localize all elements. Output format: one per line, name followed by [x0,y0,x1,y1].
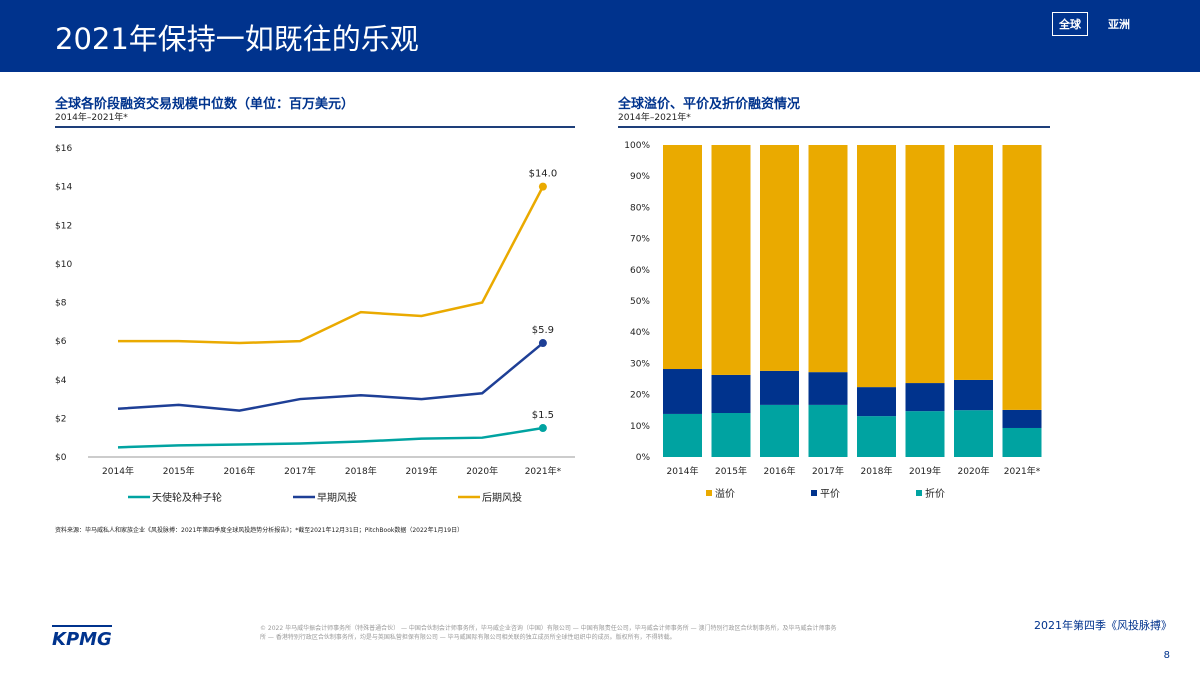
data-label: $1.5 [532,410,554,421]
end-point [538,424,547,433]
bar-segment [760,370,799,405]
legend-swatch [706,490,712,496]
bar-segment [905,145,945,384]
x-tick-label: 2015年 [715,465,747,477]
end-point [538,339,547,348]
x-tick-label: 2021年* [525,465,562,477]
y-tick-label: $0 [55,453,67,463]
x-tick-label: 2017年 [812,465,844,477]
x-tick-label: 2016年 [223,465,255,477]
bar-segment [808,372,848,405]
legend-swatch [811,490,817,496]
line-chart-subtitle: 2014年–2021年* [55,113,128,123]
x-tick-label: 2018年 [861,465,893,477]
x-tick-label: 2019年 [909,465,941,477]
legend-label: 早期风投 [317,491,357,504]
bar-segment [808,145,848,373]
x-tick-label: 2020年 [958,465,990,477]
y-tick-label: $14 [55,183,72,193]
bar-segment [663,145,702,370]
bar-segment [905,383,945,412]
bar-segment [711,374,751,414]
copyright: © 2022 毕马威华振会计师事务所（特殊普通合伙） — 中国合伙制会计师事务所… [260,625,837,641]
x-tick-label: 2014年 [667,465,699,477]
y-tick-label: 100% [624,141,650,151]
x-tick-label: 2014年 [102,465,134,477]
y-tick-label: 90% [630,172,650,182]
data-label: $5.9 [532,325,554,336]
x-tick-label: 2015年 [163,465,195,477]
kpmg-logo: KPMG [52,625,112,650]
page-number: 8 [1163,650,1170,661]
source-note: 资料来源：毕马威私人和家族企业《风投脉搏：2021年第四季度全球风投趋势分析报告… [55,527,464,534]
y-tick-label: 40% [630,328,650,338]
bar-segment [905,411,945,457]
y-tick-label: 0% [636,453,651,463]
bar-segment [663,413,702,457]
divider [618,126,1050,128]
header: 2021年保持一如既往的乐观 全球 亚洲 [0,0,1200,72]
y-tick-label: 30% [630,359,650,369]
bar-segment [808,404,848,457]
bar-segment [954,145,993,380]
y-tick-label: $6 [55,337,67,347]
bar-segment [1002,427,1042,457]
legend-label: 后期风投 [482,491,522,504]
legend-swatch [916,490,922,496]
line-chart-title: 全球各阶段融资交易规模中位数（单位：百万美元） [55,97,355,112]
series-line [117,426,544,449]
x-tick-label: 2016年 [764,465,796,477]
series-line [117,342,544,412]
x-tick-label: 2021年* [1004,465,1041,477]
bar-chart-subtitle: 2014年–2021年* [618,113,691,123]
bar-segment [711,413,751,457]
bar-segment [954,410,993,457]
series-line [118,186,545,345]
legend-label: 溢价 [715,487,735,500]
data-label: $14.0 [529,169,558,180]
end-point [538,182,547,191]
bar-segment [760,404,799,457]
bar-segment [1002,145,1042,410]
y-tick-label: 70% [630,235,650,245]
legend-label: 折价 [925,487,945,500]
y-tick-label: $8 [55,299,67,309]
y-tick-label: 80% [630,203,650,213]
legend-label: 天使轮及种子轮 [152,491,222,504]
bar-segment [760,145,799,371]
x-tick-label: 2020年 [466,465,498,477]
y-tick-label: 10% [630,422,650,432]
y-tick-label: $2 [55,414,66,424]
y-tick-label: $4 [55,376,67,386]
legend-label: 平价 [820,488,840,500]
bar-segment [857,145,896,388]
x-tick-label: 2017年 [284,465,316,477]
y-tick-label: $10 [55,260,72,270]
bar-segment [1002,409,1042,428]
bar-chart-title: 全球溢价、平价及折价融资情况 [618,97,801,112]
bar-segment [857,387,896,417]
bar-segment [663,369,702,414]
bar-segment [711,145,751,375]
divider [55,126,575,128]
bar-segment [857,416,896,457]
bar-segment [954,379,993,411]
y-tick-label: $16 [55,144,72,154]
y-tick-label: 50% [630,297,650,307]
y-tick-label: $12 [55,221,72,231]
x-tick-label: 2018年 [345,465,377,477]
y-tick-label: 60% [630,266,650,276]
page-title: 2021年保持一如既往的乐观 [55,22,419,56]
tab-global[interactable]: 全球 [1052,12,1088,36]
tab-asia[interactable]: 亚洲 [1108,18,1130,31]
publication-name: 2021年第四季《风投脉搏》 [1034,619,1172,632]
y-tick-label: 20% [630,391,650,401]
x-tick-label: 2019年 [406,465,438,477]
